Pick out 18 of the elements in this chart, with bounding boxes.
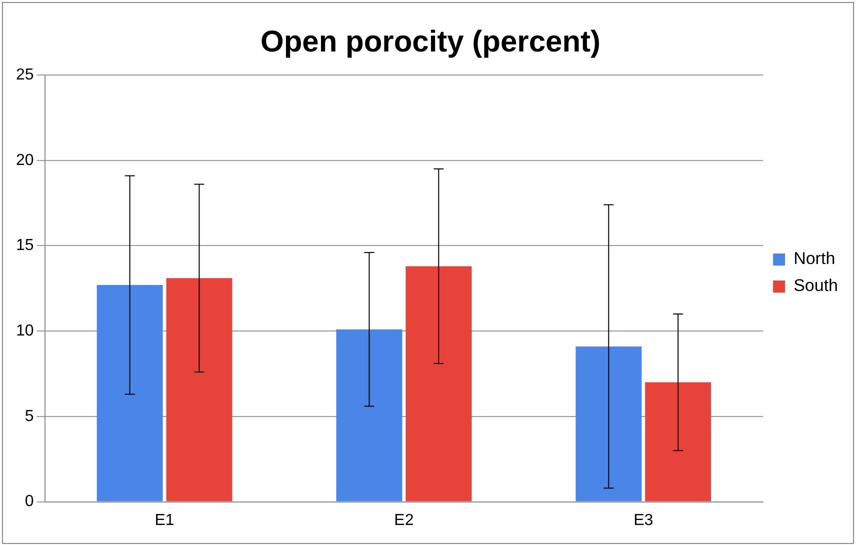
legend-label: North: [794, 249, 836, 268]
bar: [645, 382, 712, 502]
x-tick-label: E3: [634, 512, 654, 529]
y-tick-label: 10: [16, 322, 34, 340]
y-tick-label: 20: [16, 152, 34, 169]
y-tick-label: 15: [16, 237, 34, 254]
bar: [406, 266, 472, 502]
y-tick-label: 5: [24, 408, 34, 425]
bar: [336, 329, 402, 502]
y-tick-label: 0: [24, 493, 34, 510]
y-tick-label: 25: [16, 66, 34, 84]
x-tick-label: E1: [154, 512, 174, 529]
bar: [576, 346, 642, 502]
x-tick-label: E2: [394, 512, 414, 529]
legend-label: South: [794, 276, 838, 296]
bar: [96, 284, 163, 502]
bar: [166, 278, 232, 502]
chart-title: Open porocity (percent): [260, 25, 601, 58]
